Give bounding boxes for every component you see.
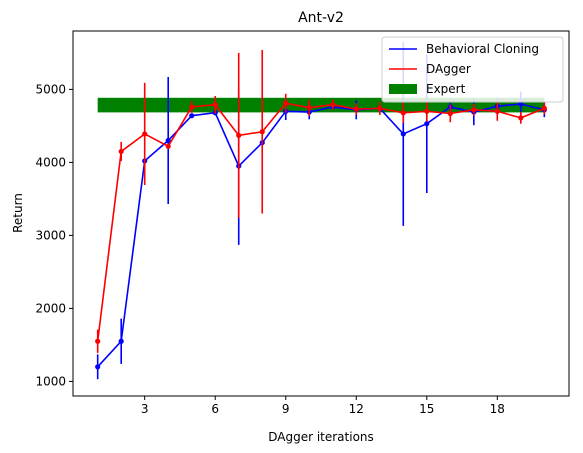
- legend-box: [381, 36, 564, 103]
- data-point: [189, 113, 195, 119]
- x-tick-label: 12: [349, 402, 364, 416]
- data-point: [236, 132, 242, 138]
- data-point: [95, 364, 101, 370]
- legend-label: Expert: [426, 82, 466, 96]
- data-point: [424, 108, 430, 114]
- legend-label: Behavioral Cloning: [426, 42, 539, 56]
- y-tick-label: 5000: [35, 82, 66, 96]
- data-point: [400, 131, 406, 137]
- y-tick-label: 2000: [35, 301, 66, 315]
- x-tick-label: 9: [282, 402, 290, 416]
- data-point: [353, 106, 359, 112]
- data-point: [189, 104, 195, 110]
- data-point: [377, 105, 383, 111]
- data-point: [330, 102, 336, 108]
- legend-label: DAgger: [426, 62, 471, 76]
- x-tick-label: 15: [419, 402, 434, 416]
- x-tick-label: 6: [211, 402, 219, 416]
- x-tick-label: 3: [141, 402, 149, 416]
- data-point: [424, 121, 430, 127]
- series-line: [96, 102, 545, 342]
- data-point: [118, 148, 124, 155]
- x-axis: 3 6 9 12 15 18: [141, 396, 505, 416]
- data-point: [95, 338, 101, 344]
- legend-swatch: [389, 84, 417, 94]
- data-point: [541, 105, 547, 111]
- data-point: [447, 110, 453, 117]
- y-tick-label: 3000: [35, 228, 66, 242]
- data-point: [259, 129, 265, 135]
- data-point: [400, 110, 406, 116]
- data-point: [165, 137, 171, 144]
- y-axis: 1000 2000 3000 4000 5000: [35, 82, 73, 388]
- y-tick-label: 1000: [35, 374, 66, 388]
- data-point: [165, 143, 171, 149]
- legend: Behavioral Cloning DAgger Expert: [381, 36, 564, 103]
- data-point: [518, 115, 524, 121]
- series-dagger: [95, 49, 547, 353]
- data-point: [212, 102, 218, 108]
- series-line: [97, 103, 545, 368]
- data-point: [118, 338, 124, 344]
- y-axis-label: Return: [11, 193, 25, 233]
- data-point: [518, 101, 524, 107]
- data-point: [306, 105, 312, 111]
- chart-title: Ant-v2: [298, 10, 344, 26]
- x-tick-label: 18: [490, 402, 505, 416]
- plot-frame: [72, 30, 570, 397]
- data-point: [283, 100, 289, 106]
- x-axis-label: DAgger iterations: [268, 430, 374, 444]
- data-point: [494, 108, 500, 114]
- data-point: [471, 107, 477, 113]
- data-point: [142, 131, 148, 137]
- y-tick-label: 4000: [35, 155, 66, 169]
